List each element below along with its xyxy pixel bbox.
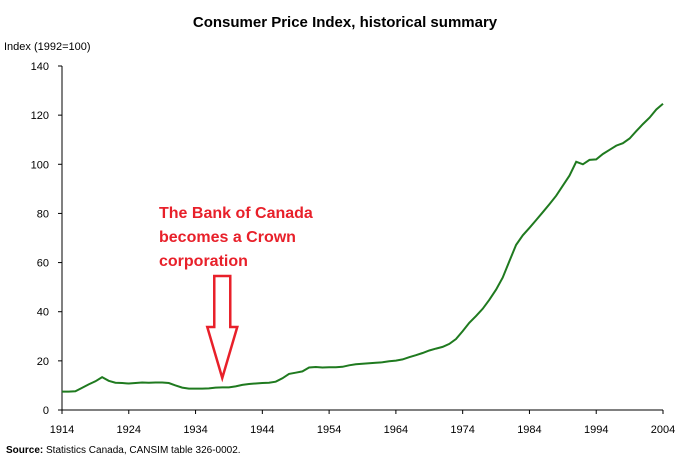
x-tick-label: 1964 <box>384 424 408 436</box>
chart-title: Consumer Price Index, historical summary <box>193 14 498 31</box>
annotation-line: corporation <box>159 253 248 270</box>
crown-corporation-annotation: The Bank of Canada becomes a Crown corpora… <box>159 205 313 383</box>
y-axis-unit-label: Index (1992=100) <box>4 41 91 53</box>
y-tick-label: 80 <box>37 208 49 220</box>
source-label: Source: <box>6 445 44 456</box>
annotation-line: becomes a Crown <box>159 229 296 246</box>
annotation-text: The Bank of Canada becomes a Crown corpora… <box>159 205 313 270</box>
cpi-series-line <box>62 103 664 393</box>
x-tick-label: 1974 <box>450 424 474 436</box>
x-tick-label: 1944 <box>250 424 274 436</box>
y-tick-label: 40 <box>37 307 49 319</box>
annotation-line: The Bank of Canada <box>159 205 313 222</box>
y-tick-label: 20 <box>37 356 49 368</box>
x-axis-ticks: 1914 1924 1934 1944 1954 1964 1974 1984 1994 2004 <box>50 410 675 436</box>
y-tick-label: 140 <box>31 61 49 73</box>
x-tick-label: 1914 <box>50 424 74 436</box>
annotation-arrow-icon <box>205 274 239 383</box>
y-tick-label: 120 <box>31 110 49 122</box>
x-tick-label: 1994 <box>584 424 608 436</box>
y-tick-label: 0 <box>43 405 49 417</box>
y-tick-label: 100 <box>31 159 49 171</box>
x-tick-label: 1934 <box>183 424 207 436</box>
x-tick-label: 1984 <box>517 424 541 436</box>
x-tick-label: 1954 <box>317 424 341 436</box>
y-tick-label: 60 <box>37 258 49 270</box>
source-text: Statistics Canada, CANSIM table 326-0002… <box>43 445 241 456</box>
source-note: Source: Statistics Canada, CANSIM table … <box>6 445 241 456</box>
axes <box>61 66 663 411</box>
x-tick-label: 2004 <box>651 424 675 436</box>
y-axis-ticks: 0 20 40 60 80 100 120 140 <box>31 61 62 417</box>
x-tick-label: 1924 <box>117 424 141 436</box>
